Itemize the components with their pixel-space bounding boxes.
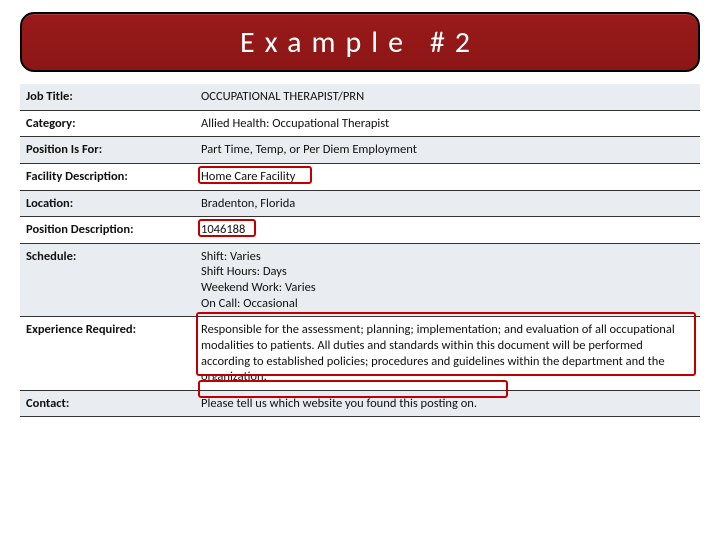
label-contact: Contact:: [20, 390, 195, 417]
table-row: Location: Bradenton, Florida: [20, 190, 700, 217]
value-category: Allied Health: Occupational Therapist: [195, 110, 700, 137]
value-position-desc: 1046188: [195, 217, 700, 244]
schedule-line: Weekend Work: Varies: [201, 280, 694, 296]
schedule-line: Shift Hours: Days: [201, 264, 694, 280]
slide-title: Example #2: [240, 24, 480, 61]
label-job-title: Job Title:: [20, 84, 195, 110]
label-location: Location:: [20, 190, 195, 217]
value-job-title: OCCUPATIONAL THERAPIST/PRN: [195, 84, 700, 110]
label-category: Category:: [20, 110, 195, 137]
value-experience: Responsible for the assessment; planning…: [195, 317, 700, 391]
slide: Example #2 Job Title: OCCUPATIONAL THERA…: [0, 0, 720, 540]
table-row: Facility Description: Home Care Facility: [20, 163, 700, 190]
schedule-line: Shift: Varies: [201, 249, 694, 265]
table-row: Experience Required: Responsible for the…: [20, 317, 700, 391]
value-schedule: Shift: Varies Shift Hours: Days Weekend …: [195, 243, 700, 317]
label-position-for: Position Is For:: [20, 137, 195, 164]
label-position-desc: Position Description:: [20, 217, 195, 244]
title-banner: Example #2: [20, 12, 700, 72]
value-location: Bradenton, Florida: [195, 190, 700, 217]
table-row: Category: Allied Health: Occupational Th…: [20, 110, 700, 137]
posting-table: Job Title: OCCUPATIONAL THERAPIST/PRN Ca…: [20, 84, 700, 417]
value-position-for: Part Time, Temp, or Per Diem Employment: [195, 137, 700, 164]
table-row: Position Is For: Part Time, Temp, or Per…: [20, 137, 700, 164]
schedule-line: On Call: Occasional: [201, 296, 694, 312]
label-experience: Experience Required:: [20, 317, 195, 391]
label-facility: Facility Description:: [20, 163, 195, 190]
table-row: Contact: Please tell us which website yo…: [20, 390, 700, 417]
table-row: Position Description: 1046188: [20, 217, 700, 244]
value-contact: Please tell us which website you found t…: [195, 390, 700, 417]
value-facility: Home Care Facility: [195, 163, 700, 190]
table-row: Schedule: Shift: Varies Shift Hours: Day…: [20, 243, 700, 317]
table-row: Job Title: OCCUPATIONAL THERAPIST/PRN: [20, 84, 700, 110]
label-schedule: Schedule:: [20, 243, 195, 317]
